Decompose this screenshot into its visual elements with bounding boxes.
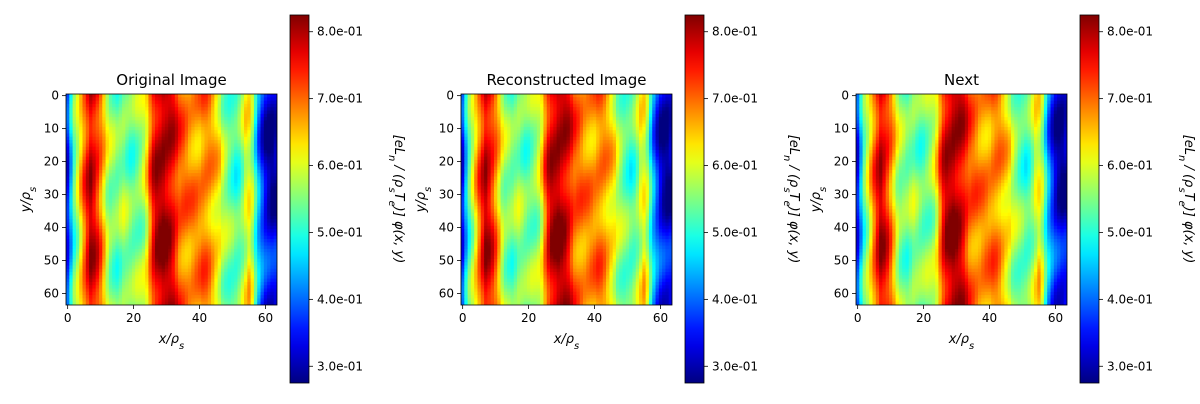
colorbar-tick-label: 8.0e-01 <box>317 25 363 39</box>
colorbar-tick-label: 5.0e-01 <box>317 225 363 239</box>
colorbar-tick-label: 3.0e-01 <box>317 359 363 373</box>
colorbar-tick-label: 6.0e-01 <box>317 159 363 173</box>
x-tick-label: 0 <box>64 311 72 325</box>
y-tick-label: 60 <box>44 286 59 300</box>
colorbar <box>290 15 309 383</box>
colorbar-tick-label: 4.0e-01 <box>317 292 363 306</box>
colorbar-label: [eLn / (ρsTe)] φ(x, y) <box>387 135 407 264</box>
y-axis-label: y/ρs <box>19 187 39 214</box>
y-tick-label: 40 <box>44 221 59 235</box>
colorbar-tick-label: 7.0e-01 <box>317 92 363 106</box>
y-tick-label: 10 <box>44 122 59 136</box>
y-tick-label: 30 <box>44 188 59 202</box>
chart-panel-1: [eLn / (ρsTe)] φ(x, y) <box>62 15 406 383</box>
x-tick-label: 20 <box>126 311 141 325</box>
x-axis-label: x/ρs <box>158 332 185 352</box>
heatmap <box>66 94 278 306</box>
heatmap <box>461 94 673 306</box>
y-tick-label: 0 <box>51 89 59 103</box>
x-tick-label: 60 <box>258 311 273 325</box>
y-tick-label: 20 <box>44 155 59 169</box>
y-tick-label: 50 <box>44 253 59 267</box>
chart-title: Original Image <box>116 71 226 89</box>
x-tick-label: 40 <box>192 311 207 325</box>
